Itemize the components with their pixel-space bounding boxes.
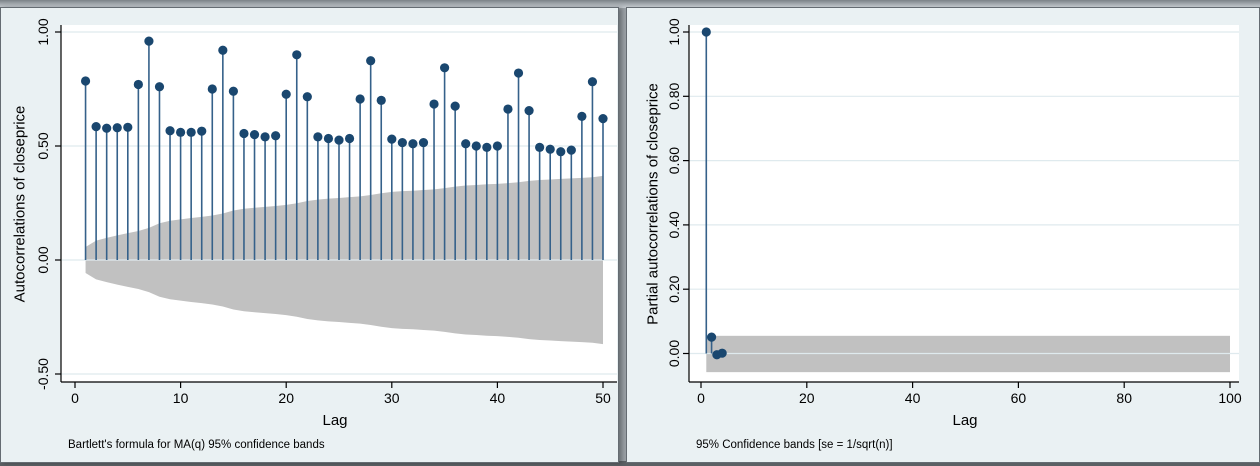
acf-marker xyxy=(271,131,281,141)
acf-marker xyxy=(228,86,238,96)
acf-marker xyxy=(292,50,302,60)
acf-marker xyxy=(545,144,555,154)
acf-plot-layer: 0 10 20 30 40 50 -0.50 0.00 0.50 1.00 xyxy=(35,18,617,406)
acf-marker xyxy=(334,135,344,145)
acf-marker xyxy=(482,142,492,152)
acf-y-tick-label: 0.00 xyxy=(35,246,51,273)
acf-marker xyxy=(461,139,471,149)
acf-marker xyxy=(102,123,112,133)
acf-marker xyxy=(577,111,587,121)
acf-marker xyxy=(144,36,154,46)
pacf-x-tick-label: 20 xyxy=(799,390,815,406)
acf-marker xyxy=(366,56,376,66)
acf-marker xyxy=(91,122,101,132)
acf-x-tick-label: 40 xyxy=(490,390,506,406)
acf-marker xyxy=(133,79,143,90)
pacf-y-tick-label: 0.80 xyxy=(666,82,682,109)
acf-marker xyxy=(176,127,186,137)
acf-marker xyxy=(566,145,576,155)
acf-y-tick-label: -0.50 xyxy=(35,358,51,390)
acf-marker xyxy=(450,101,460,111)
acf-marker xyxy=(239,128,249,139)
pacf-plot-layer: 0 20 40 60 80 100 0.00 0.20 0.40 0.60 0.80 1.00 xyxy=(666,18,1242,406)
acf-marker xyxy=(197,126,207,136)
acf-x-axis-title: Lag xyxy=(322,412,347,429)
pacf-x-tick-label: 40 xyxy=(905,390,921,406)
acf-marker xyxy=(218,45,228,55)
acf-marker xyxy=(260,132,270,142)
acf-marker xyxy=(165,126,175,136)
acf-marker xyxy=(186,127,196,137)
acf-x-tick-label: 0 xyxy=(71,390,79,406)
acf-marker xyxy=(80,76,91,86)
acf-marker xyxy=(376,95,386,105)
window-top-chrome xyxy=(0,0,1260,8)
pacf-plot-area xyxy=(689,25,1239,382)
acf-graph-window: 0 10 20 30 40 50 -0.50 0.00 0.50 1.00 Autocorrela… xyxy=(0,7,619,463)
acf-marker xyxy=(397,137,407,148)
acf-marker xyxy=(281,89,291,99)
pacf-y-axis-title: Partial autocorrelations of closeprice xyxy=(645,83,662,325)
pacf-x-tick-label: 80 xyxy=(1116,390,1132,406)
pacf-x-tick-label: 60 xyxy=(1011,390,1027,406)
pacf-marker xyxy=(701,27,711,37)
acf-marker xyxy=(471,141,481,151)
acf-marker xyxy=(323,133,334,144)
acf-marker xyxy=(249,130,260,140)
pacf-y-tick-label: 0.20 xyxy=(666,275,682,302)
pacf-y-tick-label: 0.00 xyxy=(666,340,682,367)
pacf-marker xyxy=(717,348,727,358)
acf-y-tick-label: 1.00 xyxy=(35,18,51,45)
acf-marker xyxy=(492,141,502,151)
pacf-y-tick-label: 0.40 xyxy=(666,211,682,238)
acf-marker xyxy=(207,84,217,94)
acf-x-tick-label: 50 xyxy=(595,390,611,406)
acf-marker xyxy=(440,63,450,73)
pacf-graph-window: 0 20 40 60 80 100 0.00 0.20 0.40 0.60 0.80 1.00 Par… xyxy=(626,7,1260,463)
pacf-x-tick-label: 100 xyxy=(1218,390,1242,406)
acf-x-tick-label: 20 xyxy=(278,390,294,406)
acf-marker xyxy=(154,82,165,92)
acf-chart: 0 10 20 30 40 50 -0.50 0.00 0.50 1.00 Autocorrela… xyxy=(12,18,617,451)
acf-marker xyxy=(408,139,418,149)
acf-marker xyxy=(355,94,365,104)
acf-marker xyxy=(387,134,397,144)
acf-marker xyxy=(112,123,122,133)
pacf-y-tick-label: 1.00 xyxy=(666,18,682,45)
pacf-note: 95% Confidence bands [se = 1/sqrt(n)] xyxy=(696,439,893,451)
acf-marker xyxy=(344,133,355,144)
pacf-y-tick-label: 0.60 xyxy=(666,147,682,174)
acf-marker xyxy=(313,132,323,142)
acf-marker xyxy=(587,77,598,87)
acf-marker xyxy=(503,104,513,114)
window-bottom-chrome xyxy=(0,461,1260,466)
pacf-x-axis-title: Lag xyxy=(952,412,977,429)
pacf-chart: 0 20 40 60 80 100 0.00 0.20 0.40 0.60 0.80 1.00 Par… xyxy=(645,18,1242,451)
acf-y-axis-title: Autocorrelations of closeprice xyxy=(12,106,29,303)
acf-marker xyxy=(513,68,524,78)
acf-marker xyxy=(598,114,608,124)
acf-x-tick-label: 10 xyxy=(173,390,189,406)
acf-marker xyxy=(418,137,429,148)
acf-marker xyxy=(429,99,439,109)
acf-marker xyxy=(524,106,534,116)
pacf-marker xyxy=(706,332,717,342)
acf-marker xyxy=(302,92,312,102)
acf-marker xyxy=(556,147,566,157)
acf-note: Bartlett's formula for MA(q) 95% confide… xyxy=(68,439,325,451)
acf-y-tick-label: 0.50 xyxy=(35,132,51,159)
acf-marker xyxy=(123,122,133,132)
pacf-x-tick-label: 0 xyxy=(697,390,705,406)
acf-x-tick-label: 30 xyxy=(384,390,400,406)
acf-marker xyxy=(535,142,545,152)
